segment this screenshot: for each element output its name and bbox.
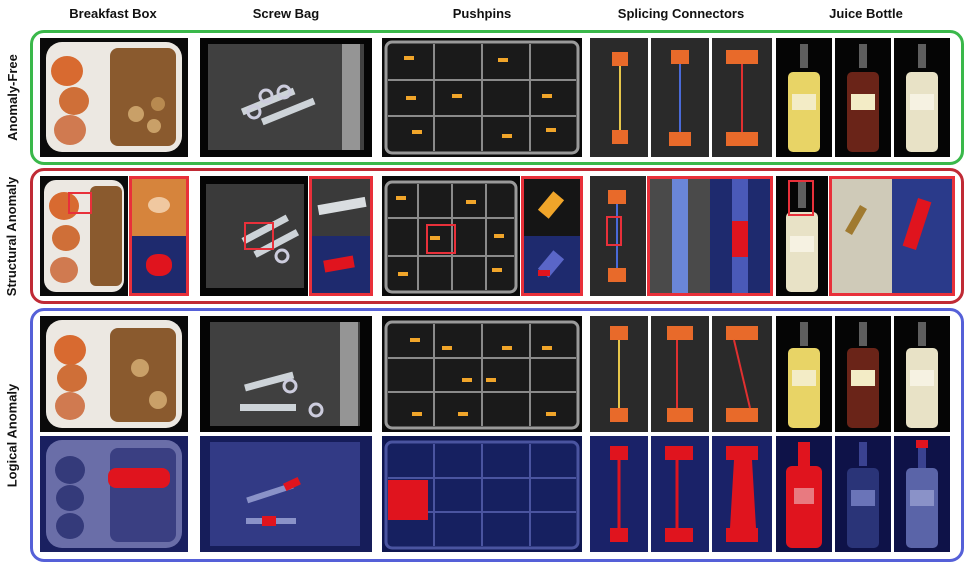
breakfast-box-logical-mask xyxy=(40,436,188,552)
splicing-connectors-logical-image-3 xyxy=(712,316,772,432)
column-header-screw-bag: Screw Bag xyxy=(252,5,320,21)
column-header-pushpins: Pushpins xyxy=(452,5,512,21)
structural-anomaly-band xyxy=(30,168,964,304)
splicing-connectors-normal-image-1 xyxy=(590,38,648,157)
juice-bottle-logical-mask-1 xyxy=(776,436,832,552)
screw-bag-logical-image xyxy=(200,316,372,432)
breakfast-box-zoom-panel xyxy=(129,176,189,296)
juice-bottle-normal-image-3 xyxy=(894,38,950,157)
column-header-splicing-connectors: Splicing Connectors xyxy=(617,5,745,21)
juice-bottle-zoom-panel xyxy=(829,176,955,296)
breakfast-box-structural-image xyxy=(40,176,128,296)
column-header-juice-bottle: Juice Bottle xyxy=(829,5,903,21)
pushpins-anomaly-highlight xyxy=(426,224,456,254)
anomaly-free-band xyxy=(30,30,964,165)
splicing-connectors-normal-image-2 xyxy=(651,38,709,157)
splicing-connectors-logical-mask-2 xyxy=(651,436,709,552)
screw-bag-logical-mask xyxy=(200,436,372,552)
screw-bag-zoom-panel xyxy=(309,176,373,296)
juice-bottle-anomaly-highlight xyxy=(788,180,814,216)
juice-bottle-logical-image-3 xyxy=(894,316,950,432)
screw-bag-structural-image xyxy=(200,176,308,296)
row-label-anomaly-free: Anomaly-Free xyxy=(4,54,20,141)
splicing-connectors-normal-image-3 xyxy=(712,38,772,157)
splicing-connectors-structural-image xyxy=(590,176,646,296)
column-header-breakfast-box: Breakfast Box xyxy=(69,5,157,21)
juice-bottle-structural-image xyxy=(776,176,828,296)
juice-bottle-logical-mask-3 xyxy=(894,436,950,552)
pushpins-structural-image xyxy=(382,176,520,296)
row-label-structural-anomaly: Structural Anomaly xyxy=(4,176,20,296)
pushpins-logical-image xyxy=(382,316,582,432)
screw-bag-anomaly-highlight xyxy=(244,222,274,250)
splicing-connectors-logical-image-2 xyxy=(651,316,709,432)
splicing-connectors-logical-mask-3 xyxy=(712,436,772,552)
splicing-connectors-zoom-panel xyxy=(647,176,773,296)
screw-bag-normal-image xyxy=(200,38,372,157)
pushpins-zoom-panel xyxy=(521,176,583,296)
breakfast-box-anomaly-highlight xyxy=(68,192,92,214)
breakfast-box-normal-image xyxy=(40,38,188,157)
juice-bottle-logical-image-1 xyxy=(776,316,832,432)
logical-anomaly-band xyxy=(30,308,964,562)
pushpins-logical-mask xyxy=(382,436,582,552)
row-label-logical-anomaly: Logical Anomaly xyxy=(4,383,20,487)
juice-bottle-normal-image-2 xyxy=(835,38,891,157)
splicing-connectors-logical-mask-1 xyxy=(590,436,648,552)
pushpins-normal-image xyxy=(382,38,582,157)
juice-bottle-logical-image-2 xyxy=(835,316,891,432)
juice-bottle-normal-image-1 xyxy=(776,38,832,157)
juice-bottle-logical-mask-2 xyxy=(835,436,891,552)
splicing-connectors-anomaly-highlight xyxy=(606,216,622,246)
splicing-connectors-logical-image-1 xyxy=(590,316,648,432)
breakfast-box-logical-image xyxy=(40,316,188,432)
